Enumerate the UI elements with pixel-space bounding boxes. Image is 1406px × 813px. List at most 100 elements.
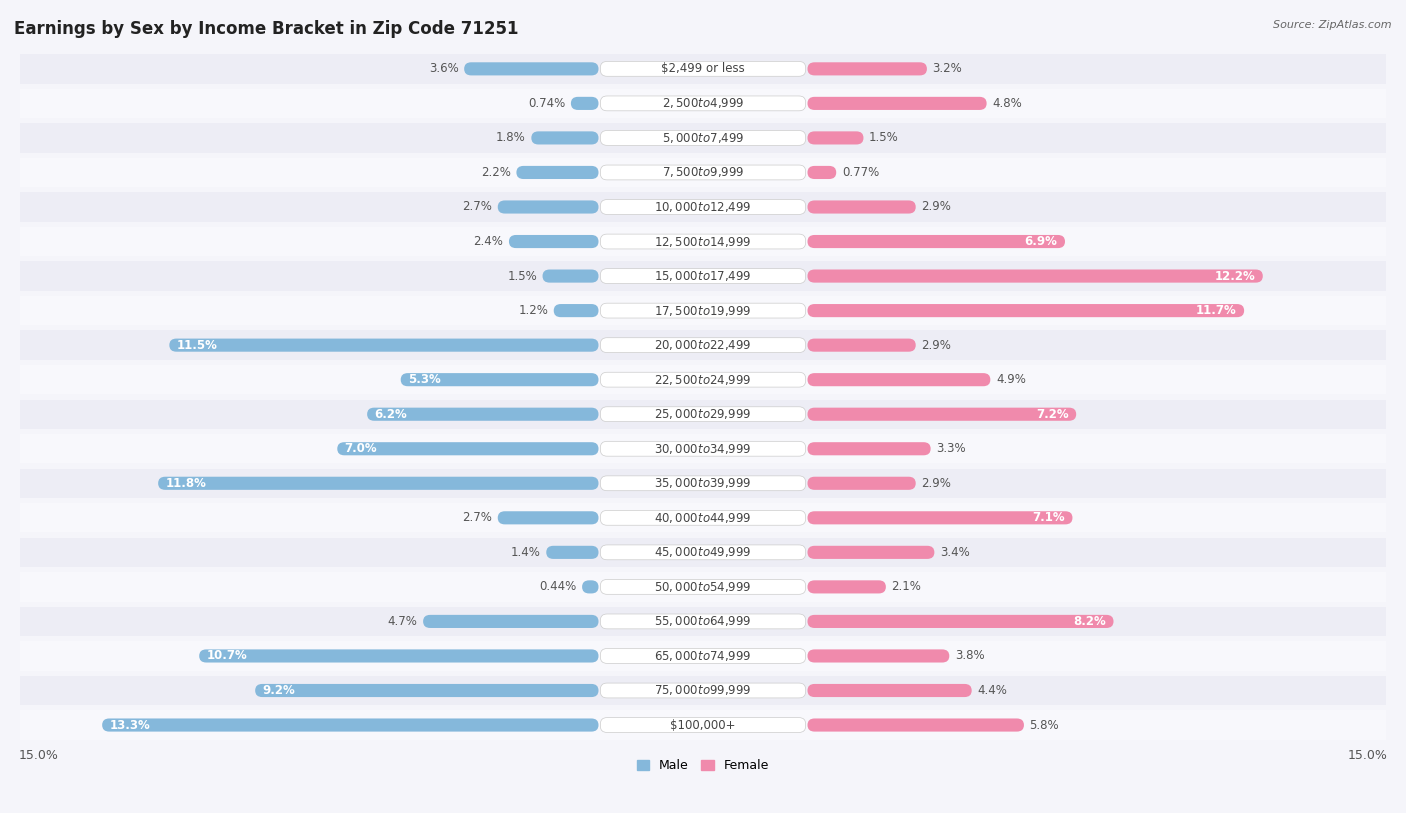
Text: 2.2%: 2.2% [481,166,510,179]
Text: $5,000 to $7,499: $5,000 to $7,499 [662,131,744,145]
Text: 7.1%: 7.1% [1032,511,1064,524]
FancyBboxPatch shape [807,132,863,145]
FancyBboxPatch shape [600,131,806,146]
Text: $2,500 to $4,999: $2,500 to $4,999 [662,97,744,111]
Text: 1.8%: 1.8% [496,132,526,145]
FancyBboxPatch shape [531,132,599,145]
FancyBboxPatch shape [600,62,806,76]
Text: $15,000 to $17,499: $15,000 to $17,499 [654,269,752,283]
Text: $65,000 to $74,999: $65,000 to $74,999 [654,649,752,663]
Text: $2,499 or less: $2,499 or less [661,63,745,76]
Text: 11.8%: 11.8% [166,476,207,489]
FancyBboxPatch shape [807,650,949,663]
Text: 5.3%: 5.3% [408,373,441,386]
Text: 3.4%: 3.4% [941,546,970,559]
Bar [0,124,1406,153]
Text: 2.7%: 2.7% [463,511,492,524]
FancyBboxPatch shape [600,649,806,663]
Text: 3.6%: 3.6% [429,63,458,76]
FancyBboxPatch shape [547,546,599,559]
Text: 6.9%: 6.9% [1025,235,1057,248]
FancyBboxPatch shape [600,580,806,594]
Bar [0,158,1406,187]
FancyBboxPatch shape [807,476,915,490]
FancyBboxPatch shape [401,373,599,386]
Text: 4.9%: 4.9% [995,373,1026,386]
FancyBboxPatch shape [807,63,927,76]
Bar [0,399,1406,429]
Text: 11.7%: 11.7% [1197,304,1237,317]
Bar [0,537,1406,567]
Text: $55,000 to $64,999: $55,000 to $64,999 [654,615,752,628]
FancyBboxPatch shape [516,166,599,179]
FancyBboxPatch shape [498,201,599,214]
Bar [0,89,1406,118]
FancyBboxPatch shape [807,511,1073,524]
Legend: Male, Female: Male, Female [631,754,775,777]
Bar [0,434,1406,463]
Text: Source: ZipAtlas.com: Source: ZipAtlas.com [1274,20,1392,30]
Bar [0,227,1406,256]
Text: 7.0%: 7.0% [344,442,377,455]
Text: $20,000 to $22,499: $20,000 to $22,499 [654,338,752,352]
FancyBboxPatch shape [807,304,1244,317]
FancyBboxPatch shape [807,719,1024,732]
Text: 2.9%: 2.9% [921,476,952,489]
Bar [0,296,1406,325]
Bar [0,193,1406,222]
FancyBboxPatch shape [554,304,599,317]
Text: 2.9%: 2.9% [921,201,952,214]
Bar [0,641,1406,671]
FancyBboxPatch shape [807,546,935,559]
FancyBboxPatch shape [600,441,806,456]
Text: 7.2%: 7.2% [1036,407,1069,420]
FancyBboxPatch shape [807,201,915,214]
Bar [0,606,1406,636]
FancyBboxPatch shape [600,268,806,284]
FancyBboxPatch shape [807,407,1076,421]
Text: $30,000 to $34,999: $30,000 to $34,999 [654,441,752,456]
Text: 4.4%: 4.4% [977,684,1007,697]
FancyBboxPatch shape [600,683,806,698]
Bar [0,54,1406,84]
FancyBboxPatch shape [807,684,972,697]
Bar [0,330,1406,360]
FancyBboxPatch shape [600,165,806,180]
Text: $25,000 to $29,999: $25,000 to $29,999 [654,407,752,421]
Text: $100,000+: $100,000+ [671,719,735,732]
Bar [0,468,1406,498]
FancyBboxPatch shape [571,97,599,110]
FancyBboxPatch shape [600,718,806,733]
FancyBboxPatch shape [807,373,990,386]
Text: 3.8%: 3.8% [955,650,984,663]
FancyBboxPatch shape [600,199,806,215]
FancyBboxPatch shape [600,337,806,353]
Text: $17,500 to $19,999: $17,500 to $19,999 [654,303,752,318]
Text: 2.7%: 2.7% [463,201,492,214]
Text: 2.4%: 2.4% [474,235,503,248]
FancyBboxPatch shape [600,476,806,491]
FancyBboxPatch shape [464,63,599,76]
FancyBboxPatch shape [582,580,599,593]
FancyBboxPatch shape [200,650,599,663]
FancyBboxPatch shape [600,545,806,560]
Text: $75,000 to $99,999: $75,000 to $99,999 [654,684,752,698]
Text: 1.2%: 1.2% [519,304,548,317]
FancyBboxPatch shape [254,684,599,697]
Text: $35,000 to $39,999: $35,000 to $39,999 [654,476,752,490]
Text: $40,000 to $44,999: $40,000 to $44,999 [654,511,752,525]
Text: 2.9%: 2.9% [921,339,952,352]
FancyBboxPatch shape [600,511,806,525]
FancyBboxPatch shape [807,269,1263,283]
FancyBboxPatch shape [807,580,886,593]
Text: 8.2%: 8.2% [1073,615,1107,628]
Text: 4.8%: 4.8% [993,97,1022,110]
Text: $50,000 to $54,999: $50,000 to $54,999 [654,580,752,593]
Text: $12,500 to $14,999: $12,500 to $14,999 [654,234,752,249]
FancyBboxPatch shape [337,442,599,455]
FancyBboxPatch shape [169,338,599,352]
FancyBboxPatch shape [103,719,599,732]
Text: 1.5%: 1.5% [869,132,898,145]
Text: 13.3%: 13.3% [110,719,150,732]
FancyBboxPatch shape [543,269,599,283]
